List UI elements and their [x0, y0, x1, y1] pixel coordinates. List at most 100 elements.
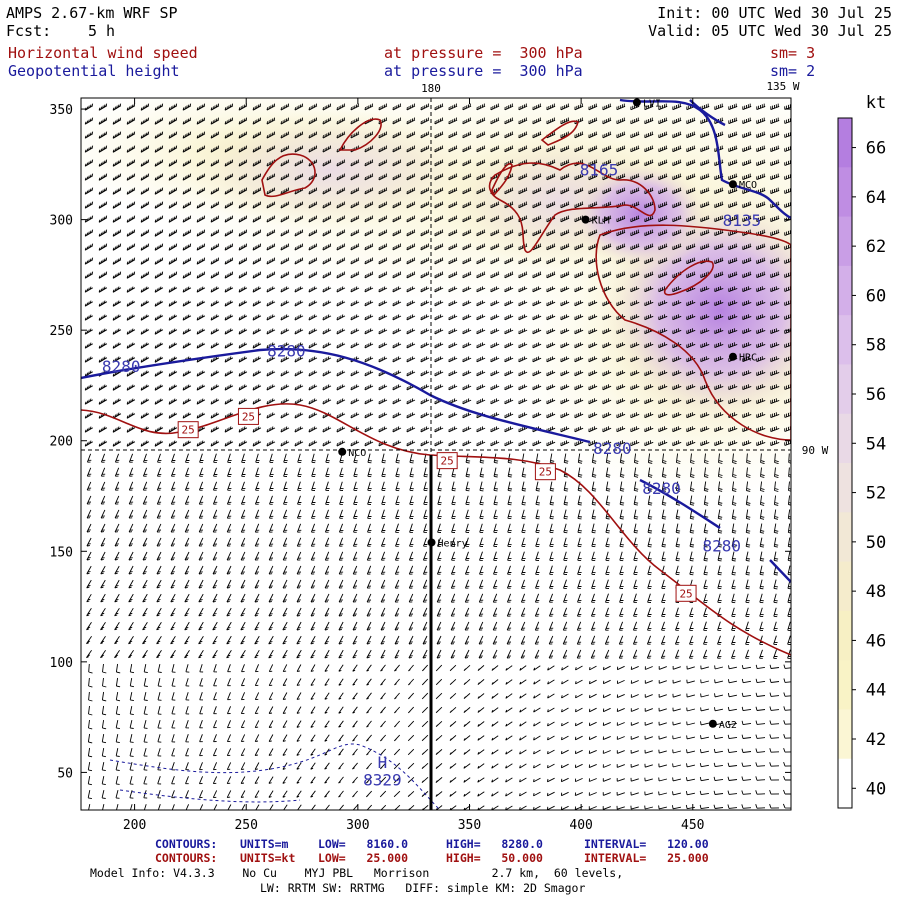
colorbar-frame [837, 117, 853, 809]
colorbar-tick-label: 60 [866, 286, 886, 306]
model-info: Model Info: V4.3.3 No Cu MYJ PBL Morriso… [90, 866, 624, 880]
station-marker [427, 538, 436, 547]
speed-label-box [675, 584, 697, 602]
colorbar-tick-label: 64 [866, 188, 886, 208]
x-tick-label: 350 [458, 818, 481, 833]
colorbar-tick-label: 52 [866, 484, 886, 504]
field1-name: Horizontal wind speed [8, 44, 198, 62]
field2-level: at pressure = 300 hPa [384, 62, 583, 80]
station-label: KLM [592, 216, 610, 227]
colorbar-segment [838, 265, 852, 316]
colorbar-tick-label: 66 [866, 139, 886, 159]
speed-contour-label: 25 [441, 455, 454, 468]
physics-info: LW: RRTM SW: RRTMG DIFF: simple KM: 2D S… [260, 881, 586, 895]
forecast-label: Fcst: [6, 22, 52, 40]
height-dash-contours [109, 743, 441, 810]
map-frame [80, 97, 792, 811]
station-marker [728, 352, 737, 361]
colorbar-segment [838, 561, 852, 612]
colorbar-segment [838, 660, 852, 710]
colorbar-segment [838, 118, 852, 168]
height-contour-label: 8280 [267, 342, 306, 361]
height-contour-label: 8280 [642, 479, 681, 498]
colorbar-segment [838, 610, 852, 661]
colorbar-segment [838, 413, 852, 464]
colorbar-segment [838, 709, 852, 760]
colorbar-unit: kt [866, 93, 886, 113]
meridian-lines [81, 98, 791, 810]
height-contour-label: 8280 [593, 439, 632, 458]
colorbar-tick-label: 42 [866, 730, 886, 750]
meridian-135w-label: 135 W [766, 80, 799, 93]
contour-units-height: UNITS=m [240, 837, 289, 851]
contour-units-speed: UNITS=kt [240, 851, 296, 865]
speed-contour-label: 25 [182, 424, 195, 437]
station-marker [581, 215, 590, 224]
station-label: LVI [643, 98, 661, 109]
contour-label-speed: CONTOURS: [155, 851, 218, 865]
init-time: Init: 00 UTC Wed 30 Jul 25 [657, 4, 892, 22]
colorbar-segment [838, 315, 852, 365]
colorbar-tick-label: 44 [866, 681, 886, 701]
field1-level: at pressure = 300 hPa [384, 44, 583, 62]
colorbar-segment [838, 167, 852, 218]
speed-label-box [237, 407, 259, 425]
colorbar-segment [838, 512, 852, 563]
height-contours [81, 98, 791, 583]
height-contour-label: 8165 [580, 160, 619, 179]
x-tick-label: 250 [234, 818, 257, 833]
speed-label-box [534, 463, 556, 481]
colorbar-tick-label: 56 [866, 385, 886, 405]
station-marker [632, 98, 641, 107]
wind-speed-shading [81, 98, 791, 810]
colorbar-tick-label: 40 [866, 779, 886, 799]
field2-smoothing: sm= 2 [770, 62, 816, 80]
contour-low-speed: LOW= 25.000 [318, 851, 409, 865]
station-label: NCO [348, 448, 366, 459]
colorbar-tick-label: 48 [866, 582, 886, 602]
colorbar-tick-label: 50 [866, 533, 886, 553]
height-contour-label: 8135 [723, 211, 762, 230]
field1-smoothing: sm= 3 [770, 44, 816, 62]
wind-barb-field [84, 103, 791, 810]
contour-low-height: LOW= 8160.0 [318, 837, 409, 851]
colorbar-tick-label: 58 [866, 336, 886, 356]
height-contour-label: 8329 [363, 771, 402, 790]
forecast-hour: 5 h [88, 22, 116, 40]
y-tick-label: 50 [57, 766, 73, 781]
y-tick-label: 150 [50, 545, 73, 560]
colorbar-segment [838, 216, 852, 267]
valid-time: Valid: 05 UTC Wed 30 Jul 25 [648, 22, 892, 40]
station-marker [708, 719, 717, 728]
station-label: AG2 [719, 720, 737, 731]
x-tick-label: 400 [569, 818, 592, 833]
y-tick-label: 300 [50, 214, 73, 229]
meridian-90w-label: 90 W [802, 444, 829, 457]
map-axes: 200 250 300 350 400 450 50 100 150 200 250 300 350 [50, 98, 791, 833]
y-tick-label: 100 [50, 656, 73, 671]
contour-interval-speed: INTERVAL= 25.000 [584, 851, 709, 865]
contour-high-height: HIGH= 8280.0 [446, 837, 543, 851]
station-label: HRC [739, 353, 757, 364]
station-label: MCO [739, 180, 757, 191]
y-tick-label: 200 [50, 435, 73, 450]
colorbar-tick-label: 62 [866, 237, 886, 257]
station-label: Henry [438, 538, 468, 549]
meridian-180-label: 180 [421, 82, 441, 95]
speed-label-box [436, 452, 458, 470]
colorbar-segment [838, 758, 852, 809]
station-marker [728, 180, 737, 189]
height-contour-label: 8280 [102, 357, 141, 376]
speed-label-box [177, 421, 199, 439]
contour-high-speed: HIGH= 50.000 [446, 851, 543, 865]
colorbar-tick-label: 54 [866, 434, 886, 454]
colorbar-segment [838, 364, 852, 415]
contour-interval-height: INTERVAL= 120.00 [584, 837, 709, 851]
x-tick-label: 450 [681, 818, 704, 833]
colorbar: 66 64 62 60 58 56 54 52 50 48 46 44 42 40 [837, 117, 886, 809]
colorbar-segment [838, 463, 852, 513]
colorbar-tick-label: 46 [866, 631, 886, 651]
y-tick-label: 350 [50, 103, 73, 118]
station-marker [338, 447, 347, 456]
x-tick-label: 300 [346, 818, 369, 833]
